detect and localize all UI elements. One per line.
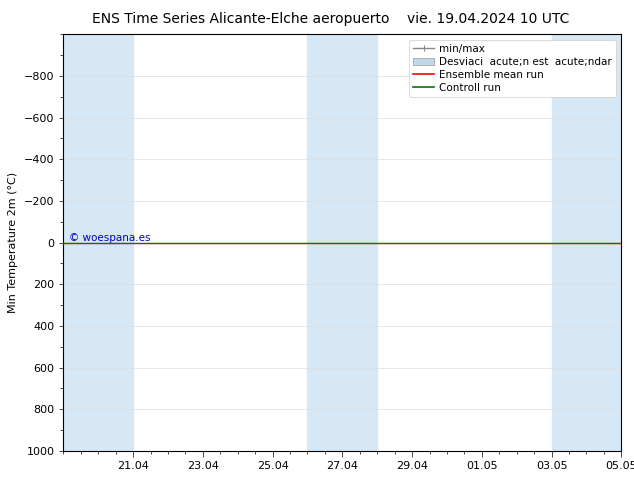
Y-axis label: Min Temperature 2m (°C): Min Temperature 2m (°C) [8, 172, 18, 313]
Legend: min/max, Desviaci  acute;n est  acute;ndar, Ensemble mean run, Controll run: min/max, Desviaci acute;n est acute;ndar… [409, 40, 616, 97]
Bar [342, 34, 377, 451]
Text: © woespana.es: © woespana.es [69, 233, 150, 243]
Bar [586, 34, 621, 451]
Bar [98, 34, 133, 451]
Bar [307, 34, 342, 451]
Text: vie. 19.04.2024 10 UTC: vie. 19.04.2024 10 UTC [407, 12, 569, 26]
Bar [63, 34, 98, 451]
Bar [552, 34, 586, 451]
Text: ENS Time Series Alicante-Elche aeropuerto: ENS Time Series Alicante-Elche aeropuert… [92, 12, 390, 26]
